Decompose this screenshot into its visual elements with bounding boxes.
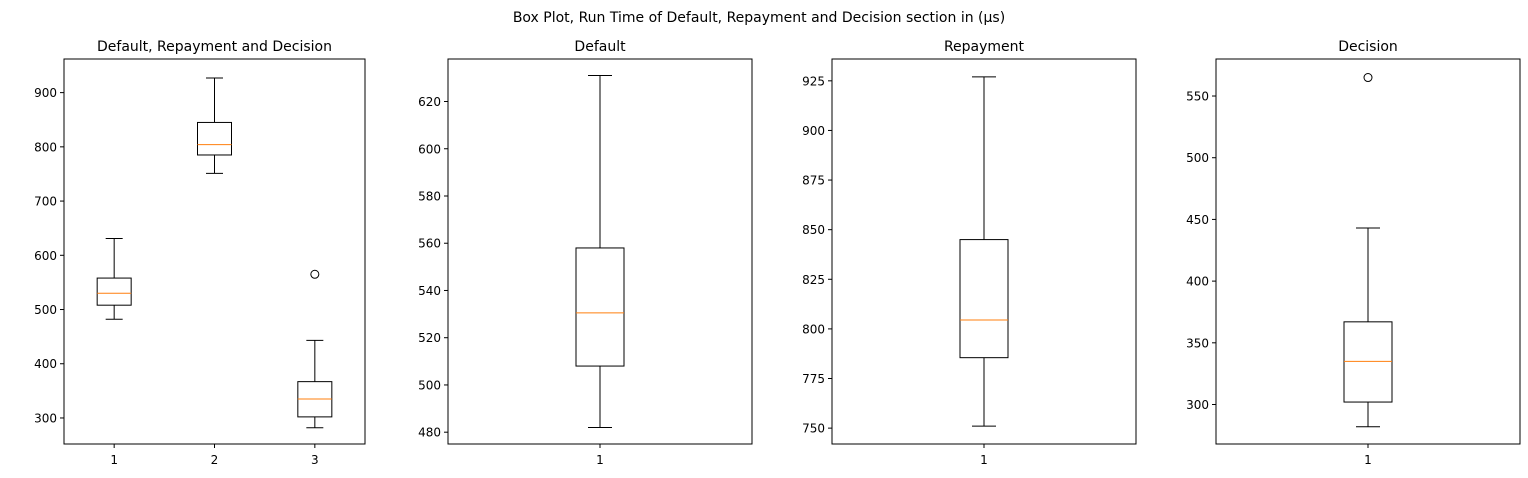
y-tick-label: 550 (1186, 90, 1209, 104)
axes-frame (1215, 58, 1521, 445)
y-tick-label: 600 (418, 142, 441, 156)
x-tick-label: 3 (311, 453, 319, 467)
y-tick-label: 560 (418, 237, 441, 251)
box-3 (297, 269, 333, 429)
y-tick-label: 600 (34, 249, 57, 263)
subplot-title: Default (574, 39, 626, 55)
y-tick-label: 480 (418, 426, 441, 440)
y-tick-label: 500 (34, 303, 57, 317)
y-tick-label: 775 (802, 372, 825, 386)
subplots: Default, Repayment and Decision 300 400 500… (34, 39, 1521, 467)
y-tick-label: 500 (418, 378, 441, 392)
y-tick-label: 350 (1186, 336, 1209, 350)
figure-suptitle: Box Plot, Run Time of Default, Repayment… (513, 10, 1005, 26)
y-tick-label: 400 (1186, 275, 1209, 289)
y-tick-label: 400 (34, 357, 57, 371)
x-tick-label: 1 (980, 453, 988, 467)
subplot-4: Decision 300 350 400 450 500 550 1 (1186, 39, 1521, 467)
box-iqr (1343, 321, 1393, 403)
axes-frame (63, 58, 366, 445)
y-tick-label: 300 (34, 411, 57, 425)
y-tick-label: 580 (418, 189, 441, 203)
axes-frame (447, 58, 753, 445)
box-iqr (96, 277, 132, 306)
y-tick-label: 450 (1186, 213, 1209, 227)
x-tick-label: 1 (1364, 453, 1372, 467)
y-tick-label: 800 (802, 322, 825, 336)
box-1 (959, 76, 1009, 427)
axes-frame (831, 58, 1137, 445)
y-tick-label: 850 (802, 223, 825, 237)
y-tick-label: 800 (34, 140, 57, 154)
y-tick-label: 300 (1186, 398, 1209, 412)
y-tick-label: 500 (1186, 151, 1209, 165)
x-tick-label: 1 (596, 453, 604, 467)
y-tick-label: 750 (802, 422, 825, 436)
y-tick-label: 900 (34, 86, 57, 100)
outlier-point (310, 269, 320, 279)
y-tick-label: 925 (802, 74, 825, 88)
x-tick-label: 2 (211, 453, 219, 467)
box-1 (1343, 73, 1393, 428)
outlier-point (1363, 73, 1373, 83)
box-iqr (959, 239, 1009, 359)
y-tick-label: 875 (802, 174, 825, 188)
y-tick-label: 700 (34, 195, 57, 209)
y-tick-label: 540 (418, 284, 441, 298)
subplot-title: Repayment (944, 39, 1025, 55)
box-2 (197, 77, 232, 174)
subplot-3: Repayment 750 775 800 825 850 875 900 925 1 (802, 39, 1137, 467)
y-tick-label: 520 (418, 331, 441, 345)
box-iqr (197, 121, 232, 156)
subplot-title: Decision (1338, 39, 1398, 55)
subplot-2: Default 480 500 520 540 560 580 600 620 1 (418, 39, 753, 467)
subplot-1: Default, Repayment and Decision 300 400 500… (34, 39, 366, 467)
x-tick-label: 1 (110, 453, 118, 467)
box-iqr (575, 247, 625, 367)
box-1 (96, 237, 132, 320)
subplot-title: Default, Repayment and Decision (97, 39, 332, 55)
y-tick-label: 620 (418, 95, 441, 109)
y-tick-label: 900 (802, 124, 825, 138)
y-tick-label: 825 (802, 273, 825, 287)
box-1 (575, 75, 625, 428)
